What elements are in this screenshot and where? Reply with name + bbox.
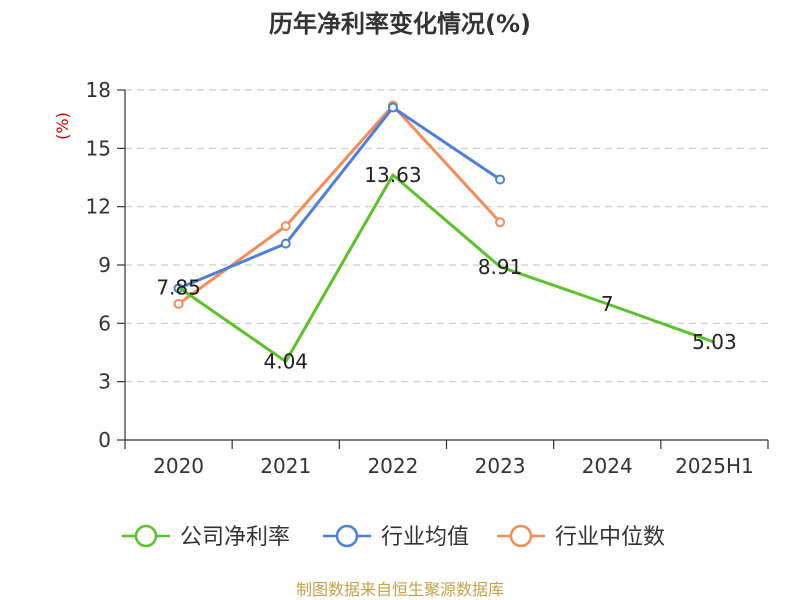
data-label: 8.91 xyxy=(478,255,523,279)
series-point xyxy=(495,174,506,185)
series-point xyxy=(495,217,506,228)
series-line-1 xyxy=(178,106,501,290)
y-tick-label: 15 xyxy=(86,136,111,160)
grid-lines xyxy=(125,89,768,383)
data-label: 13.63 xyxy=(364,163,421,187)
source-note: 制图数据来自恒生聚源数据库 xyxy=(296,580,504,599)
x-tick-label: 2024 xyxy=(582,454,633,478)
data-label: 7 xyxy=(601,292,614,316)
y-tick-label: 0 xyxy=(98,428,111,452)
y-tick-label: 12 xyxy=(86,195,111,219)
x-tick-label: 2025H1 xyxy=(675,454,754,478)
data-labels: 7.85 4.04 13.63 8.91 7 5.03 xyxy=(156,163,736,373)
legend: 公司净利率 行业均值 行业中位数 xyxy=(122,524,665,550)
legend-swatch-marker xyxy=(134,524,158,548)
y-tick-label: 18 xyxy=(86,78,111,102)
series-point xyxy=(280,221,291,232)
legend-label: 公司净利率 xyxy=(180,525,290,550)
y-axis-unit: (%) xyxy=(53,112,72,140)
chart-title: 历年净利率变化情况(%) xyxy=(269,10,531,38)
x-tick-label: 2020 xyxy=(153,454,204,478)
y-tick-label: 6 xyxy=(98,311,111,335)
legend-label: 行业均值 xyxy=(381,525,469,550)
axes: 0 3 6 9 12 15 18 2020 2021 2022 2023 2024 2025H1 xyxy=(86,78,769,478)
series-point xyxy=(387,102,398,113)
data-label: 5.03 xyxy=(692,330,737,354)
series-line-0 xyxy=(177,173,715,363)
legend-swatch-marker xyxy=(335,524,359,548)
x-tick-label: 2023 xyxy=(475,454,526,478)
series-point xyxy=(280,238,291,249)
y-tick-label: 3 xyxy=(98,370,111,394)
series-point xyxy=(173,298,184,309)
legend-swatch-marker xyxy=(509,524,533,548)
legend-label: 行业中位数 xyxy=(555,525,665,550)
x-tick-label: 2021 xyxy=(260,454,311,478)
y-tick-label: 9 xyxy=(98,253,111,277)
series-line-2 xyxy=(177,104,502,306)
data-label: 7.85 xyxy=(156,275,201,299)
series-layer xyxy=(173,100,715,363)
data-label: 4.04 xyxy=(263,349,308,373)
x-tick-label: 2022 xyxy=(367,454,418,478)
